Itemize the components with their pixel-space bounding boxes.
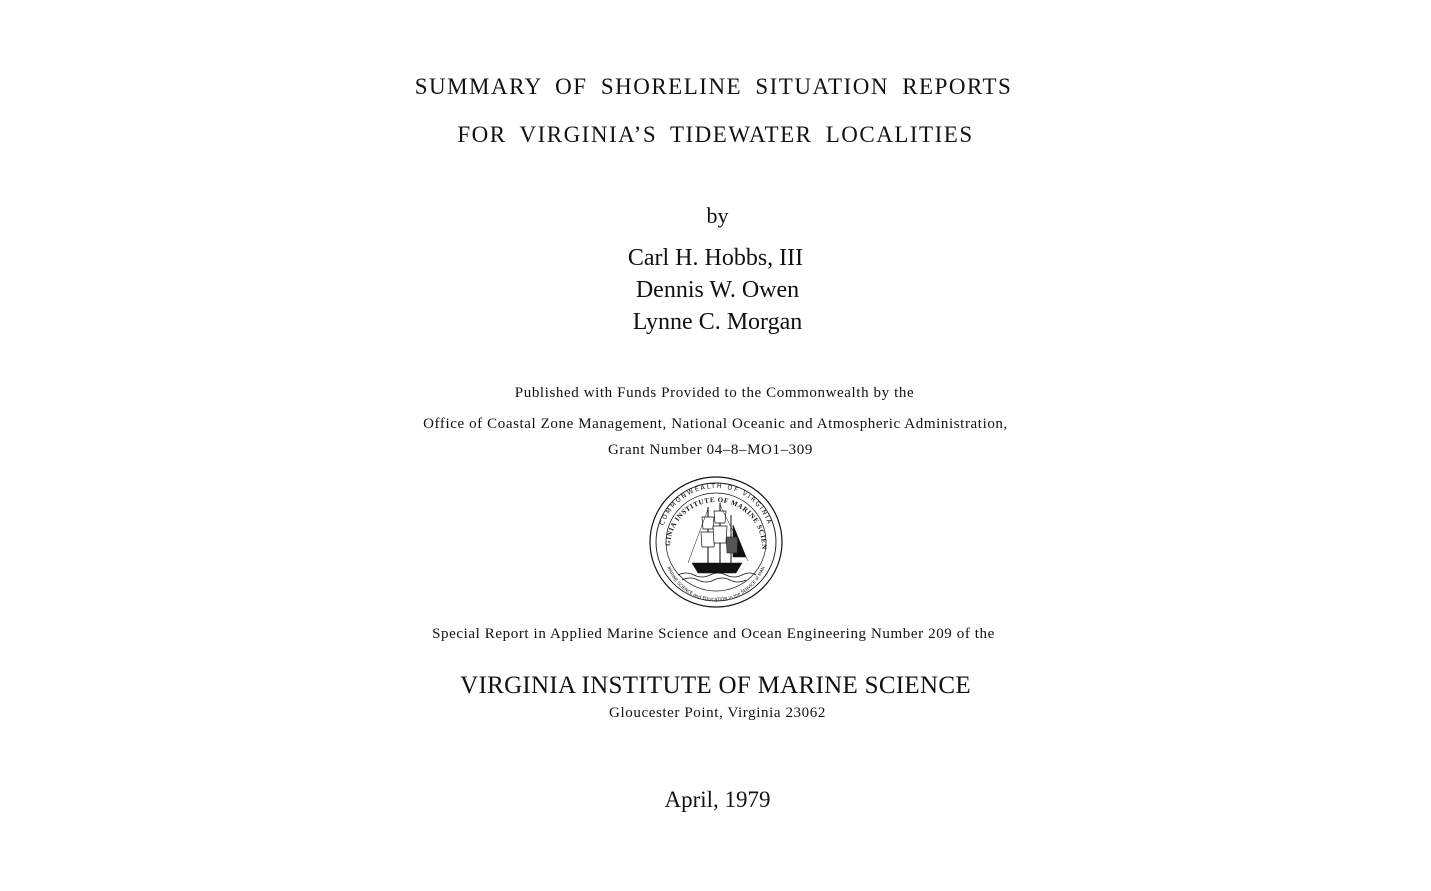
author-name: Carl H. Hobbs, III: [627, 245, 804, 271]
funding-line-1: Published with Funds Provided to the Com…: [514, 385, 915, 401]
report-line: Special Report in Applied Marine Science…: [432, 626, 995, 642]
sailing-ship-icon: [677, 503, 757, 583]
byline: by: [706, 203, 729, 228]
grant-number: Grant Number 04–8–MO1–309: [608, 442, 813, 458]
title-line-1: SUMMARY OF SHORELINE SITUATION REPORTS: [414, 74, 1013, 99]
institute-seal: COMMONWEALTH OF VIRGINIA VIRGINIA INSTIT…: [648, 475, 783, 608]
funding-line-2: Office of Coastal Zone Management, Natio…: [423, 416, 1008, 432]
publication-date: April, 1979: [664, 787, 771, 812]
institute-name: VIRGINIA INSTITUTE OF MARINE SCIENCE: [460, 672, 971, 699]
title-line-2: FOR VIRGINIA’S TIDEWATER LOCALITIES: [457, 122, 974, 147]
institute-address: Gloucester Point, Virginia 23062: [609, 705, 826, 721]
author-name: Dennis W. Owen: [635, 277, 800, 303]
author-name: Lynne C. Morgan: [632, 309, 803, 335]
